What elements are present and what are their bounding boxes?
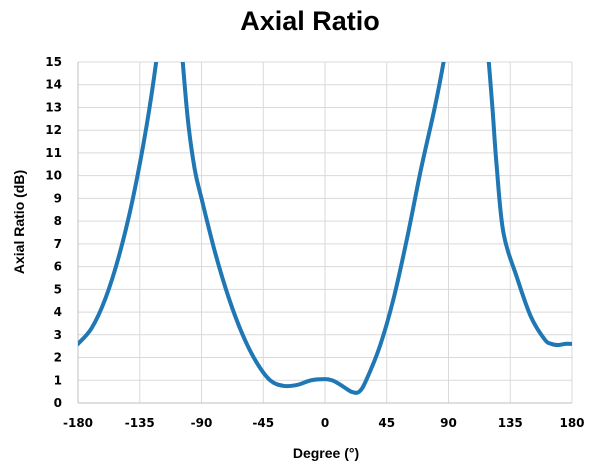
y-axis-label: Axial Ratio (dB) (11, 170, 27, 274)
y-tick-label: 8 (54, 214, 62, 228)
y-tick-label: 15 (45, 55, 62, 69)
x-tick-label: -90 (191, 416, 213, 430)
x-tick-label: 0 (321, 416, 329, 430)
x-tick-label: -45 (252, 416, 274, 430)
y-tick-label: 12 (45, 123, 62, 137)
y-tick-label: 7 (54, 237, 62, 251)
x-tick-label: -135 (125, 416, 155, 430)
x-tick-label: -180 (63, 416, 93, 430)
y-tick-label: 10 (45, 169, 62, 183)
series-line-0 (78, 62, 572, 395)
y-tick-label: 14 (45, 78, 62, 92)
chart-title: Axial Ratio (240, 6, 380, 36)
x-tick-label: 135 (498, 416, 523, 430)
x-tick-label: 90 (440, 416, 457, 430)
y-tick-label: 9 (54, 191, 62, 205)
y-tick-label: 2 (54, 351, 62, 365)
y-tick-label: 6 (54, 260, 62, 274)
y-tick-label: 1 (54, 373, 62, 387)
y-tick-label: 13 (45, 100, 62, 114)
x-axis-label: Degree (°) (293, 445, 359, 461)
series (78, 62, 572, 395)
y-tick-label: 4 (54, 305, 62, 319)
y-tick-label: 3 (54, 328, 62, 342)
grid (77, 61, 573, 403)
y-tick-label: 5 (54, 282, 62, 296)
axes (77, 62, 572, 404)
x-tick-label: 45 (378, 416, 395, 430)
x-tick-labels: -180 -135 -90 -45 0 45 90 135 180 (63, 416, 585, 430)
x-tick-label: 180 (559, 416, 584, 430)
y-tick-label: 0 (54, 396, 62, 410)
y-tick-label: 11 (45, 146, 62, 160)
